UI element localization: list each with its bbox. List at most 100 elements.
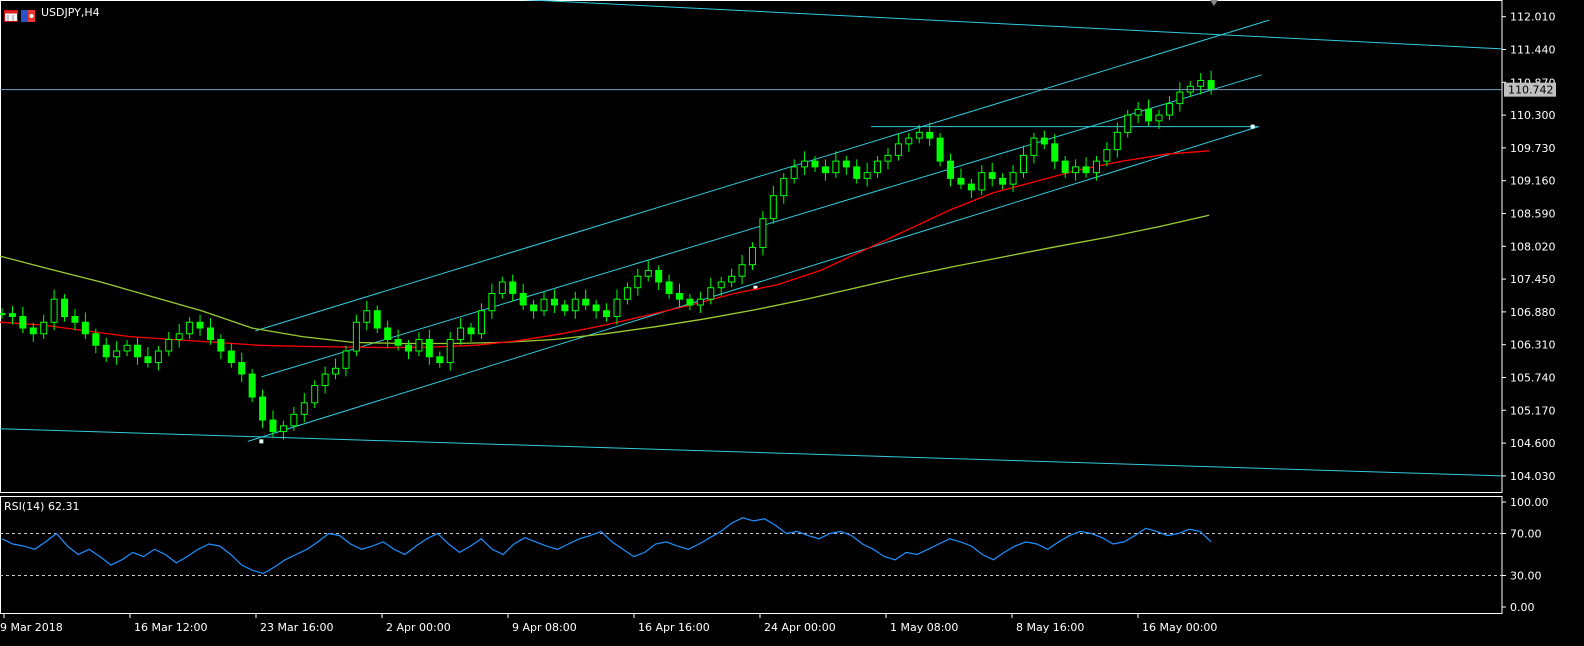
rsi-series-line	[1, 517, 1212, 575]
flags-icon	[21, 7, 35, 22]
time-tick-label: 23 Mar 16:00	[260, 621, 333, 634]
candle-body	[290, 413, 298, 427]
anchor-point	[259, 439, 264, 444]
candle-body	[217, 339, 225, 352]
candle-body	[81, 321, 89, 335]
price-tick-label: 107.450	[1510, 273, 1556, 286]
candle-body	[1030, 137, 1038, 156]
candle-body	[978, 172, 986, 191]
rsi-tick-label: 100.00	[1510, 496, 1549, 509]
candle-body	[206, 327, 214, 341]
candle-body	[19, 315, 27, 329]
time-tick-label: 9 Mar 2018	[0, 621, 63, 634]
candle-body	[696, 298, 704, 306]
candle-body	[644, 269, 652, 277]
price-tick-label: 109.160	[1510, 175, 1556, 188]
current-price-box	[1504, 82, 1556, 97]
price-tick-label: 111.440	[1510, 43, 1556, 56]
channel-line	[255, 19, 1270, 332]
price-tick-label: 104.600	[1510, 437, 1556, 450]
candle-body	[874, 160, 882, 174]
price-tick-label: 106.880	[1510, 306, 1556, 319]
chart-title-bar: USDJPY,H4	[4, 6, 100, 22]
candle-body	[1207, 80, 1215, 91]
candle-body	[29, 327, 37, 335]
time-tick-label: 16 Mar 12:00	[134, 621, 207, 634]
candle-body	[92, 333, 100, 346]
candle-body	[884, 154, 892, 162]
time-tick-label: 2 Apr 00:00	[386, 621, 451, 634]
candle-body	[373, 310, 381, 329]
candle-body	[1124, 114, 1132, 133]
candle-body	[915, 131, 923, 139]
candle-body	[40, 321, 48, 335]
candle-body	[311, 385, 319, 404]
candle-body	[926, 131, 934, 139]
candle-body	[352, 321, 360, 352]
candle-body	[488, 292, 496, 312]
channel-line	[247, 126, 1259, 442]
candle-body	[467, 327, 475, 335]
channel-line	[0, 428, 1503, 477]
candle-body	[8, 313, 16, 317]
candle-body	[957, 177, 965, 185]
candle-body	[332, 367, 340, 375]
candle-body	[561, 304, 569, 312]
time-tick-label: 8 May 16:00	[1016, 621, 1084, 634]
candle-body	[238, 362, 246, 375]
anchor-point	[1250, 124, 1255, 129]
candle-body	[623, 287, 631, 300]
candle-body	[102, 344, 110, 358]
candle-body	[947, 160, 955, 179]
candle-body	[436, 356, 444, 364]
moving-average-red	[0, 150, 1210, 349]
candle-body	[363, 310, 371, 323]
price-tick-label: 108.020	[1510, 240, 1556, 253]
candle-body	[519, 292, 527, 306]
candle-body	[613, 298, 621, 317]
time-tick-label: 16 Apr 16:00	[638, 621, 710, 634]
candle-body	[0, 313, 6, 316]
price-tick-label: 106.310	[1510, 339, 1556, 352]
candle-body	[279, 425, 287, 433]
price-tick-label: 109.730	[1510, 142, 1556, 155]
candle-body	[1051, 143, 1059, 162]
candle-body	[227, 350, 235, 364]
anchor-point	[753, 285, 758, 290]
rsi-tick-label: 0.00	[1510, 601, 1535, 614]
price-tick-label: 112.010	[1510, 11, 1556, 24]
candle-body	[498, 281, 506, 294]
candle-body	[175, 333, 183, 341]
candle-body	[676, 292, 684, 300]
candle-body	[113, 350, 121, 358]
candle-body	[1009, 172, 1017, 185]
candle-body	[748, 246, 756, 266]
candle-body	[1082, 166, 1090, 174]
candle-body	[425, 339, 433, 358]
candle-body	[655, 269, 663, 283]
candle-body	[477, 310, 485, 335]
candle-body	[582, 298, 590, 306]
candle-body	[1061, 160, 1069, 174]
candle-body	[134, 344, 142, 358]
candle-body	[144, 356, 152, 364]
candle-body	[50, 298, 58, 323]
candle-body	[894, 143, 902, 156]
candle-body	[728, 275, 736, 283]
candle-body	[61, 298, 69, 317]
candle-body	[321, 373, 329, 387]
time-tick-label: 24 Apr 00:00	[764, 621, 836, 634]
price-tick-label: 108.590	[1510, 207, 1556, 220]
main-pane-frame	[0, 0, 1503, 493]
price-tick-label: 105.740	[1510, 371, 1556, 384]
candle-body	[154, 350, 162, 364]
candle-body	[123, 344, 131, 352]
rsi-tick-label: 70.00	[1510, 528, 1542, 541]
price-tick-label: 104.030	[1510, 470, 1556, 483]
candle-body	[603, 310, 611, 317]
candle-body	[821, 166, 829, 174]
candle-body	[540, 298, 548, 312]
candle-body	[394, 339, 402, 346]
rsi-label: RSI(14) 62.31	[4, 500, 79, 513]
